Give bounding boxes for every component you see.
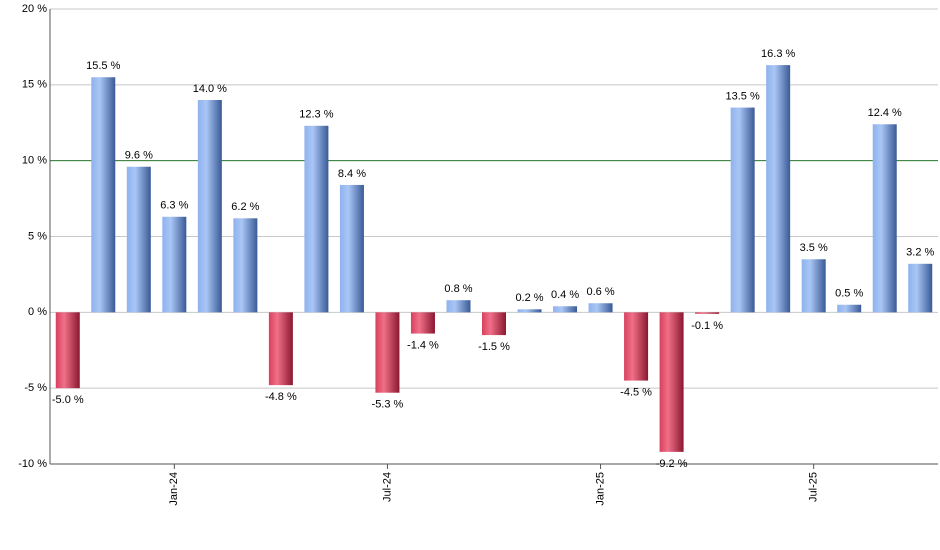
bar [339, 184, 364, 313]
bar [482, 312, 506, 336]
data-label: 0.2 % [515, 292, 543, 304]
bar [446, 300, 471, 313]
data-label: 0.5 % [835, 288, 863, 300]
y-tick-label: 0 % [28, 306, 47, 318]
y-tick-label: -10 % [18, 458, 47, 470]
x-tick-label: Jul-25 [808, 472, 820, 502]
y-tick-label: 20 % [22, 3, 47, 15]
y-tick-label: 10 % [22, 155, 47, 167]
bar [766, 65, 791, 313]
data-label: 6.2 % [231, 201, 259, 213]
bar [268, 312, 293, 386]
data-label: 16.3 % [761, 48, 795, 60]
data-label: -9.2 % [656, 458, 688, 470]
bar [872, 124, 897, 313]
data-label: 12.4 % [868, 107, 902, 119]
x-tick-label: Jul-24 [381, 472, 393, 502]
bar [801, 259, 826, 313]
bar [517, 309, 542, 313]
bar [197, 100, 222, 313]
bar [410, 312, 435, 334]
data-label: -5.0 % [52, 394, 84, 406]
y-tick-label: 15 % [22, 79, 47, 91]
data-label: -4.8 % [265, 391, 297, 403]
bar [91, 77, 116, 313]
y-tick-label: -5 % [24, 382, 47, 394]
bar [588, 303, 613, 313]
data-label: -1.5 % [478, 341, 510, 353]
data-label: 3.5 % [800, 242, 828, 254]
data-label: -0.1 % [691, 320, 723, 332]
x-tick-label: Jan-24 [168, 472, 180, 506]
data-label: 14.0 % [193, 83, 227, 95]
x-tick-label: Jan-25 [594, 472, 606, 506]
data-label: -5.3 % [372, 399, 404, 411]
data-label: 0.4 % [551, 289, 579, 301]
data-label: 12.3 % [299, 109, 333, 121]
data-label: 0.6 % [586, 286, 614, 298]
bar [162, 216, 187, 313]
bar [304, 125, 329, 313]
bar [695, 312, 720, 314]
data-label: 0.8 % [444, 283, 472, 295]
y-tick-label: 5 % [28, 230, 47, 242]
data-label: 15.5 % [86, 60, 120, 72]
data-label: -4.5 % [620, 386, 652, 398]
data-label: 8.4 % [338, 168, 366, 180]
data-label: 3.2 % [906, 247, 934, 259]
bar [837, 304, 862, 313]
bar [624, 312, 649, 381]
data-label: 9.6 % [125, 150, 153, 162]
data-label: -1.4 % [407, 339, 439, 351]
bar [375, 312, 400, 393]
bar [730, 107, 755, 313]
bar [553, 306, 578, 313]
bar [55, 312, 80, 389]
data-label: 13.5 % [726, 90, 760, 102]
data-label: 6.3 % [160, 200, 188, 212]
bar [233, 218, 258, 313]
bar [126, 166, 151, 313]
bar [659, 312, 684, 452]
bar [908, 263, 933, 313]
